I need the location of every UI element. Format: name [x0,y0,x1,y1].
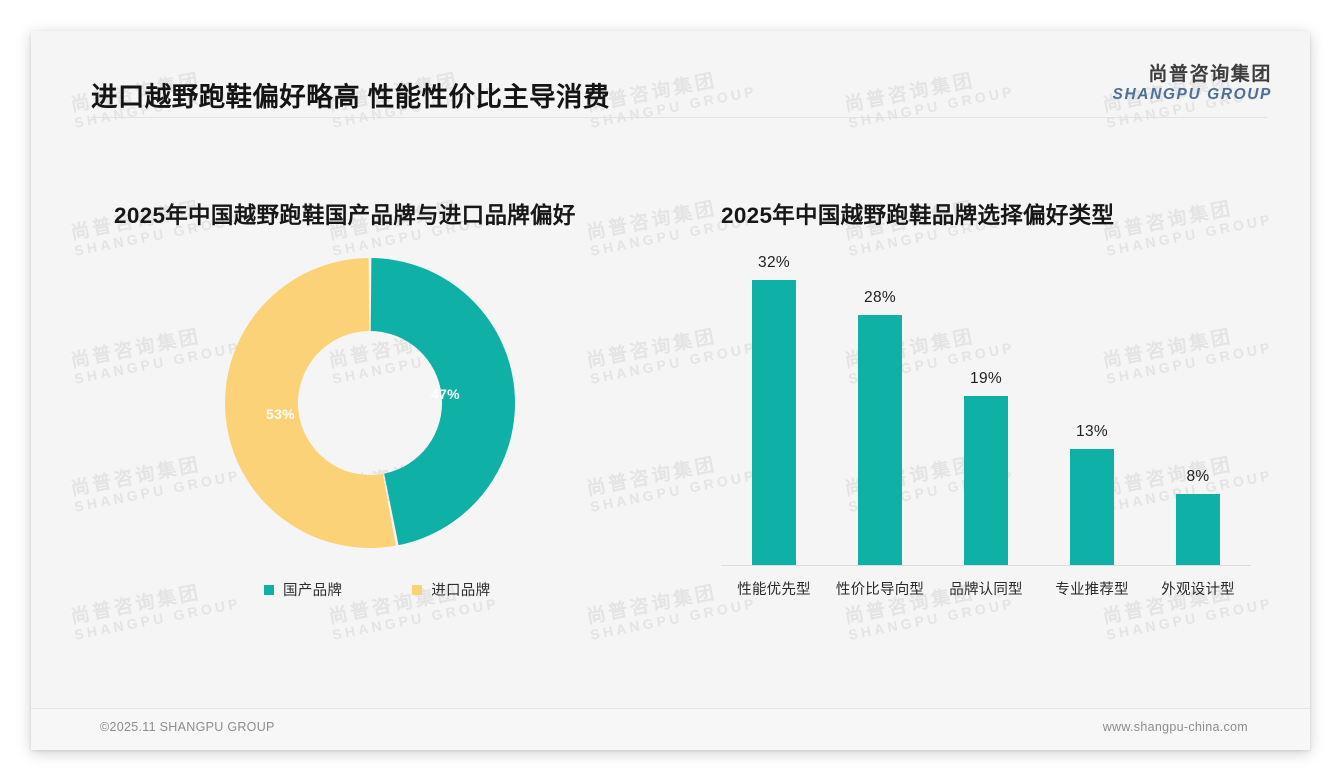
bar-value-label: 32% [758,253,790,271]
donut-chart-panel: 2025年中国越野跑鞋国产品牌与进口品牌偏好 47% 53% 国产品牌 [83,118,683,663]
legend-item-domestic: 国产品牌 [264,579,342,600]
legend-label-domestic: 国产品牌 [283,583,343,599]
bar-category-label: 性价比导向型 [835,582,925,598]
bar-category-label: 性能优先型 [737,582,811,598]
footer-divider [31,708,1310,709]
legend-item-imported: 进口品牌 [412,579,490,600]
header-divider [91,117,1267,118]
legend-label-imported: 进口品牌 [431,583,491,599]
donut-svg [225,258,515,548]
bar-chart: 32% 28% 19% 13% 8% 性能优先型 性价比导向型 品牌认同型 专业推荐型 外观设计… [721,253,1251,653]
bar-column: 8% [1145,253,1251,565]
donut-legend: 国产品牌 进口品牌 [264,579,490,600]
bar-category-label: 外观设计型 [1161,582,1235,598]
bar-value-label: 8% [1186,467,1210,485]
footer-copyright: ©2025.11 SHANGPU GROUP [100,720,275,734]
brand-logo: 尚普咨询集团 SHANGPU GROUP [1113,64,1272,104]
bar-品牌认同型[interactable] [964,395,1008,565]
slide-card: 尚普咨询集团 SHANGPU GROUP 尚普咨询集团 SHANGPU GROUP 尚普… [31,31,1310,750]
donut-chart-title: 2025年中国越野跑鞋国产品牌与进口品牌偏好 [114,203,576,228]
bar-column: 28% [827,253,933,565]
charts-region: 2025年中国越野跑鞋国产品牌与进口品牌偏好 47% 53% 国产品牌 [31,118,1310,663]
bar-category-label: 品牌认同型 [949,582,1023,598]
brand-logo-en: SHANGPU GROUP [1112,85,1272,103]
footer-website: www.shangpu-china.com [1102,720,1248,734]
bar-chart-title: 2025年中国越野跑鞋品牌选择偏好类型 [721,203,1115,228]
bar-column: 13% [1039,253,1145,565]
bar-性价比导向型[interactable] [858,315,902,565]
page-title: 进口越野跑鞋偏好略高 性能性价比主导消费 [91,82,610,112]
brand-logo-cn: 尚普咨询集团 [1148,64,1272,85]
donut-slice-imported[interactable] [225,258,396,548]
donut-slice-domestic[interactable] [370,258,515,546]
slide-footer: ©2025.11 SHANGPU GROUP www.shangpu-china… [31,709,1310,750]
bar-value-label: 13% [1076,423,1108,441]
bar-value-label: 28% [864,289,896,307]
bar-column: 32% [721,253,827,565]
legend-swatch-imported [412,584,423,595]
bar-plot-area: 32% 28% 19% 13% 8% [721,253,1251,565]
bar-axis-baseline [721,565,1251,566]
slide-header: 进口越野跑鞋偏好略高 性能性价比主导消费 尚普咨询集团 SHANGPU GROU… [31,31,1310,118]
bar-chart-panel: 2025年中国越野跑鞋品牌选择偏好类型 32% 28% 19% 13% 8% 性能优先型… [691,118,1271,663]
donut-slice-label-imported: 53% [266,406,295,422]
bar-外观设计型[interactable] [1176,493,1220,565]
legend-swatch-domestic [264,584,274,595]
donut-chart: 47% 53% [225,258,515,548]
donut-slice-label-domestic: 47% [431,386,460,402]
bar-value-label: 19% [970,369,1002,387]
bar-性能优先型[interactable] [752,279,796,565]
bar-category-label: 专业推荐型 [1055,582,1129,598]
bar-专业推荐型[interactable] [1070,449,1114,565]
bar-column: 19% [933,253,1039,565]
